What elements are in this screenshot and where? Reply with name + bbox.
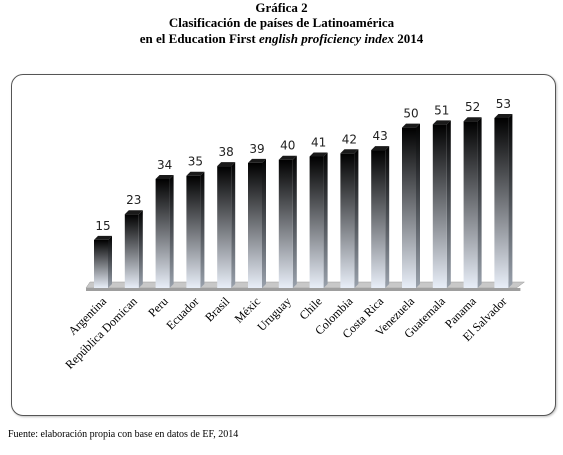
bar-side — [446, 120, 451, 288]
source-note: Fuente: elaboración propia con base en d… — [8, 429, 239, 440]
bar — [124, 210, 143, 288]
category-label: Uruguay — [254, 294, 294, 334]
bar — [248, 158, 266, 288]
bar-front — [494, 118, 509, 288]
bar-top — [217, 162, 236, 167]
data-label: 15 — [95, 219, 110, 233]
bar-top — [494, 114, 513, 118]
bar-side — [354, 149, 359, 288]
bar-side — [138, 210, 143, 288]
bar-side — [385, 146, 390, 288]
bar — [371, 146, 390, 288]
bar — [186, 171, 205, 288]
data-label: 40 — [280, 139, 295, 153]
bar — [217, 162, 236, 288]
data-label: 53 — [496, 97, 511, 111]
bar-side — [262, 158, 266, 288]
bar-top — [155, 174, 174, 179]
bar-top — [432, 120, 451, 125]
bar-side — [200, 171, 205, 288]
bar — [463, 117, 482, 288]
bar-top — [340, 149, 359, 154]
bar-side — [292, 155, 297, 288]
bar-side — [508, 114, 513, 288]
chart-title-line3: en el Education First english proficienc… — [0, 31, 563, 47]
bar — [309, 152, 328, 288]
category-label: Brasil — [202, 294, 233, 325]
bar-front — [371, 150, 386, 288]
data-label: 35 — [188, 155, 203, 169]
bar-front — [402, 127, 416, 288]
bar — [340, 149, 359, 288]
bar-top — [94, 235, 112, 240]
bar — [402, 123, 420, 288]
bar-front — [432, 124, 447, 288]
data-label: 52 — [465, 100, 480, 114]
bar-top — [248, 158, 266, 163]
bar-side — [323, 152, 328, 288]
data-label: 39 — [249, 142, 264, 156]
bar-top — [186, 171, 205, 176]
bar-top — [402, 123, 420, 128]
bar-front — [340, 153, 355, 288]
bar-top — [371, 146, 390, 151]
bar-top — [463, 117, 482, 122]
bar — [494, 114, 513, 288]
bar — [155, 174, 174, 288]
bar-side — [169, 174, 174, 288]
bar-front — [217, 166, 232, 288]
bar-front — [155, 178, 170, 288]
data-label: 43 — [373, 129, 388, 143]
chart-title-line2: Clasificación de países de Latinoamérica — [168, 15, 395, 30]
chart-floor — [85, 281, 526, 289]
title-prefix: en el Education First — [139, 31, 259, 46]
bar-side — [416, 123, 420, 288]
data-label: 51 — [434, 103, 449, 117]
bar-front — [124, 214, 139, 288]
bar — [278, 155, 297, 288]
data-label: 23 — [126, 193, 141, 207]
bar — [432, 120, 451, 288]
category-label: Peru — [145, 294, 170, 319]
bar — [94, 235, 112, 288]
bar-side — [231, 162, 236, 288]
bar-top — [124, 210, 143, 215]
bar-top — [309, 152, 328, 157]
bar-front — [309, 156, 324, 288]
bar-front — [94, 239, 108, 288]
data-label: 38 — [219, 145, 234, 159]
bar-front — [248, 162, 262, 288]
chart-title-line1: Gráfica 2 — [255, 0, 308, 15]
data-label: 50 — [403, 107, 418, 121]
bar-top — [278, 155, 297, 160]
bar-side — [108, 235, 112, 288]
title-suffix: 2014 — [393, 31, 424, 46]
bar-side — [477, 117, 482, 288]
chart-floor-edge — [86, 288, 521, 291]
bar-front — [278, 159, 293, 288]
title-italic: english proficiency index — [258, 31, 394, 46]
category-label: Ecuador — [163, 294, 201, 332]
data-label: 41 — [311, 135, 326, 149]
data-label: 42 — [342, 132, 357, 146]
data-label: 34 — [157, 158, 172, 172]
bar-front — [463, 121, 478, 288]
bar-front — [186, 175, 201, 288]
